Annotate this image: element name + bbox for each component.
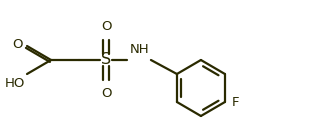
- Text: S: S: [101, 52, 112, 68]
- Text: O: O: [13, 38, 23, 52]
- Text: F: F: [232, 96, 239, 108]
- Text: HO: HO: [5, 77, 25, 90]
- Text: O: O: [101, 87, 112, 100]
- Text: O: O: [101, 20, 112, 33]
- Text: NH: NH: [129, 43, 149, 56]
